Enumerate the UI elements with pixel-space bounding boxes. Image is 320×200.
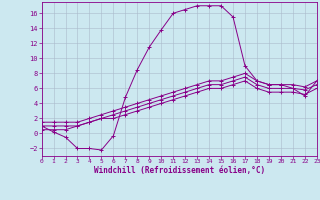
X-axis label: Windchill (Refroidissement éolien,°C): Windchill (Refroidissement éolien,°C) <box>94 166 265 175</box>
